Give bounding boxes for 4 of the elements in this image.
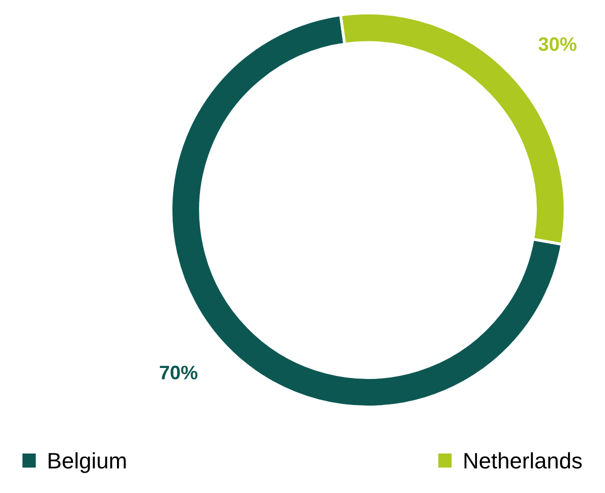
legend-label: Belgium (48, 452, 126, 473)
data-label: 30% (538, 37, 576, 52)
data-label: 70% (160, 366, 198, 380)
legend-label: Netherlands (464, 452, 582, 469)
